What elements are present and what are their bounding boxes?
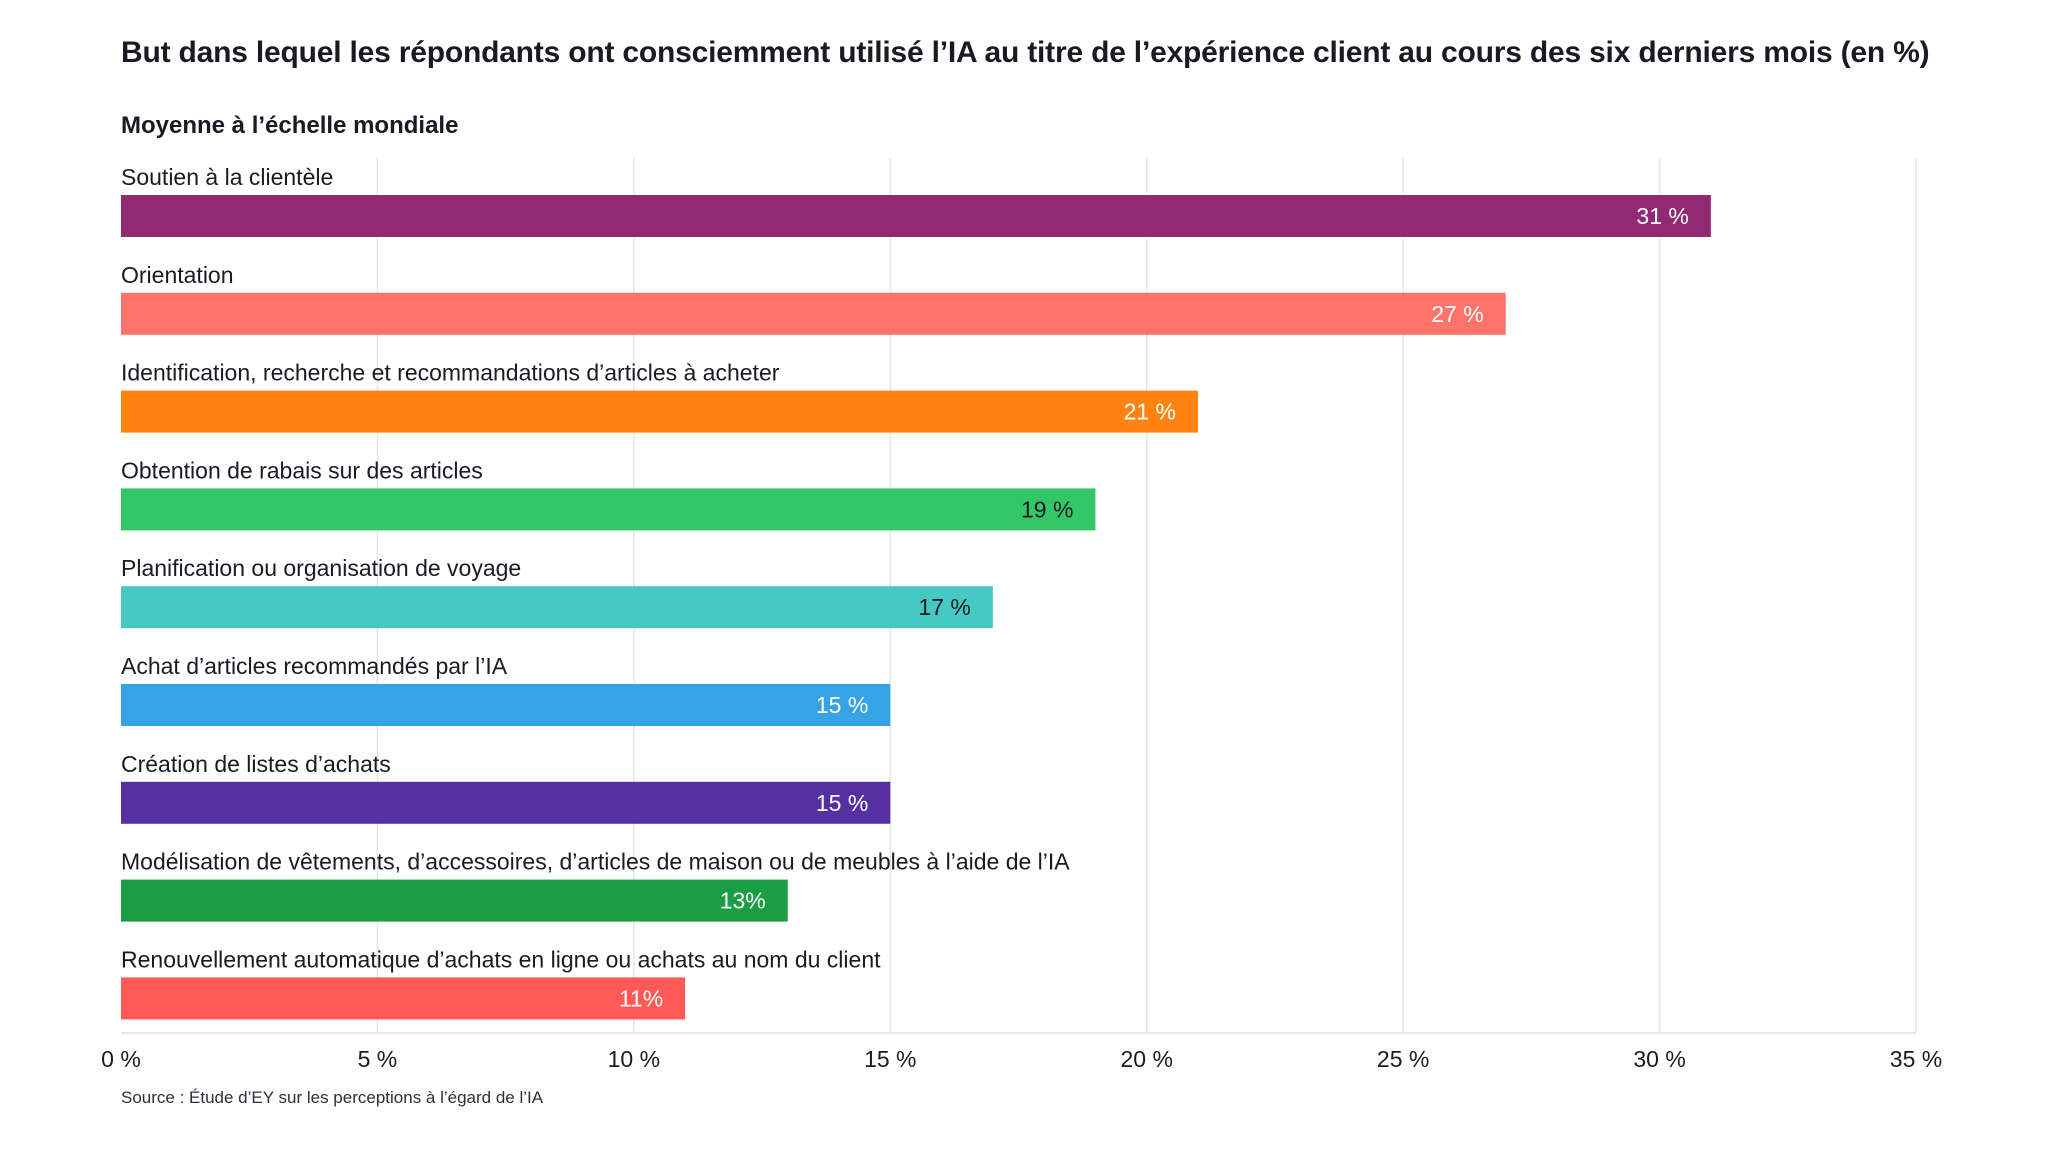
bar-value-label: 13% xyxy=(720,888,766,914)
category-label: Obtention de rabais sur des articles xyxy=(121,457,483,483)
chart-subtitle: Moyenne à l’échelle mondiale xyxy=(121,112,459,139)
bar-value-label: 21 % xyxy=(1124,399,1176,425)
bar-value-label: 31 % xyxy=(1636,203,1688,229)
category-label: Soutien à la clientèle xyxy=(121,164,333,190)
bar-value-label: 15 % xyxy=(816,790,868,816)
source-note: Source : Étude d’EY sur les perceptions … xyxy=(121,1088,544,1107)
bar-value-label: 17 % xyxy=(918,594,970,620)
x-tick-label: 15 % xyxy=(864,1046,916,1072)
x-tick-label: 30 % xyxy=(1633,1046,1685,1072)
bar xyxy=(121,390,1198,433)
x-tick-label: 0 % xyxy=(101,1046,141,1072)
bar-value-label: 11% xyxy=(619,985,663,1011)
bar xyxy=(121,781,891,824)
x-axis: 0 % 5 % 10 % 15 % 20 % 25 % 30 % 35 % xyxy=(101,1032,1942,1072)
category-label: Création de listes d’achats xyxy=(121,751,391,777)
x-tick-label: 25 % xyxy=(1377,1046,1429,1072)
bar-value-label: 19 % xyxy=(1021,496,1073,522)
x-tick-label: 10 % xyxy=(608,1046,660,1072)
category-label: Modélisation de vêtements, d’accessoires… xyxy=(121,849,1070,875)
bar xyxy=(121,195,1711,237)
bar xyxy=(121,879,788,922)
bar xyxy=(121,488,1096,531)
bar xyxy=(121,292,1506,335)
category-label: Renouvellement automatique d’achats en l… xyxy=(121,946,881,972)
x-tick-label: 20 % xyxy=(1120,1046,1172,1072)
bar-value-label: 15 % xyxy=(816,692,868,718)
bars: Soutien à la clientèle 31 % Orientation 27 … xyxy=(121,164,1711,1020)
x-tick-label: 35 % xyxy=(1890,1046,1942,1072)
x-tick-label: 5 % xyxy=(358,1046,398,1072)
category-label: Orientation xyxy=(121,262,234,288)
bar xyxy=(121,977,686,1020)
category-label: Identification, recherche et recommandat… xyxy=(121,360,780,386)
category-label: Planification ou organisation de voyage xyxy=(121,555,521,581)
bar xyxy=(121,684,891,726)
bar-value-label: 27 % xyxy=(1431,301,1483,327)
chart-title: But dans lequel les répondants ont consc… xyxy=(121,36,1930,69)
bar xyxy=(121,586,993,629)
category-label: Achat d’articles recommandés par l’IA xyxy=(121,653,508,679)
